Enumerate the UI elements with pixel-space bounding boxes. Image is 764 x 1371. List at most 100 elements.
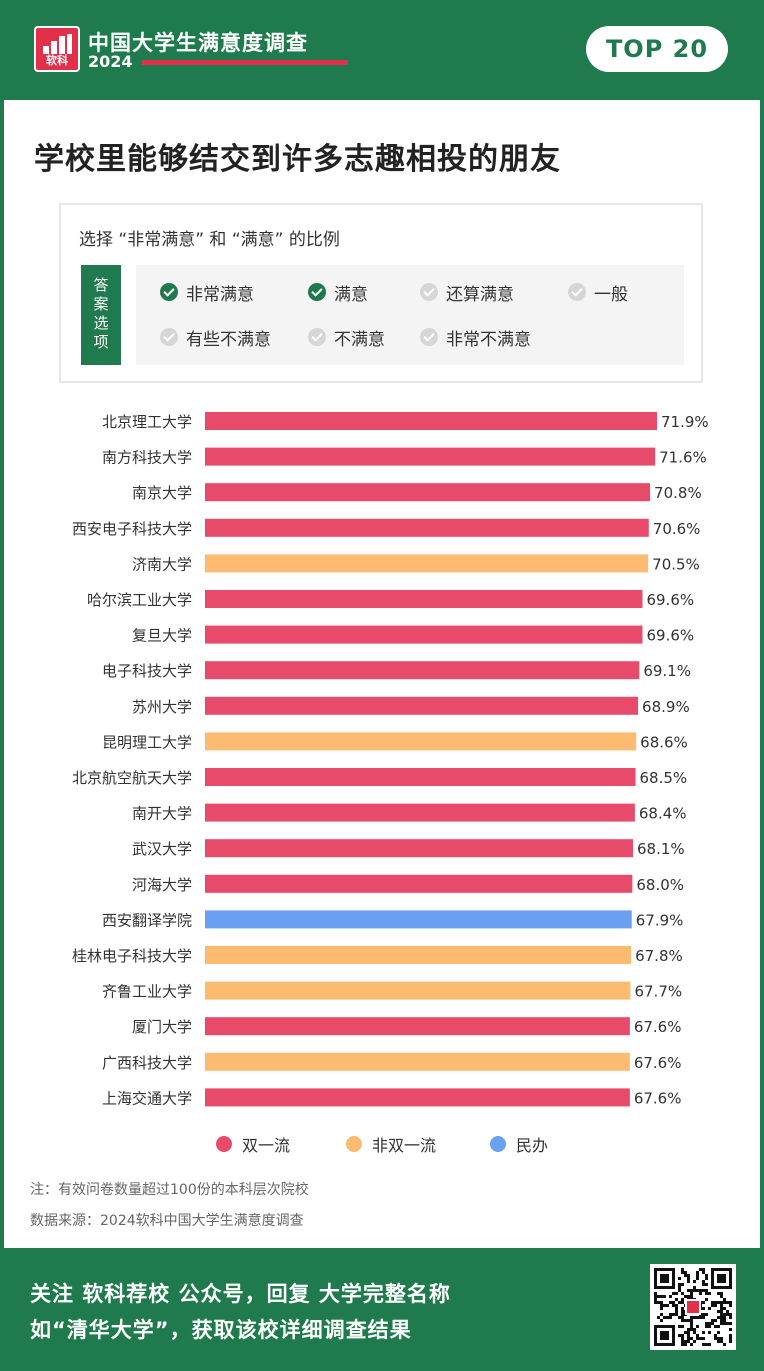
question-box: 选择 “非常满意” 和 “满意” 的比例 答案选项 非常满意 满意 还算满意 一般有些… xyxy=(59,203,703,383)
bar xyxy=(205,1088,630,1107)
value-label: 67.8% xyxy=(635,947,683,965)
bar xyxy=(205,839,633,858)
answer-options: 非常满意 满意 还算满意 一般有些不满意 不满意 非常不满意 xyxy=(136,265,684,365)
legend-dot xyxy=(346,1136,362,1152)
value-label: 67.6% xyxy=(634,1089,682,1107)
bar xyxy=(205,768,636,786)
header: 软科 中国大学生满意度调查 2024 TOP 20 xyxy=(0,0,764,100)
answer-option-label: 满意 xyxy=(334,284,368,305)
category-label: 武汉大学 xyxy=(132,840,192,858)
bar xyxy=(205,910,632,929)
content-panel: 学校里能够结交到许多志趣相投的朋友 选择 “非常满意” 和 “满意” 的比例 答… xyxy=(4,100,760,1248)
category-label: 苏州大学 xyxy=(132,698,192,716)
brand-underline xyxy=(142,60,348,65)
answer-option-label: 非常不满意 xyxy=(446,329,531,350)
value-label: 67.6% xyxy=(634,1054,682,1072)
value-label: 68.9% xyxy=(642,698,690,716)
value-label: 67.7% xyxy=(634,983,682,1001)
value-label: 70.8% xyxy=(654,484,702,502)
answer-options-tag-text: 答案选项 xyxy=(93,276,109,351)
qr-code[interactable] xyxy=(650,1264,736,1350)
bar xyxy=(205,590,643,608)
category-label: 昆明理工大学 xyxy=(102,733,192,751)
footer-line-1: 关注 软科荐校 公众号，回复 大学完整名称 xyxy=(30,1282,451,1306)
answer-option: 还算满意 xyxy=(420,280,514,305)
answer-option: 非常满意 xyxy=(160,280,254,305)
value-label: 69.6% xyxy=(646,627,694,645)
unchecked-icon xyxy=(308,328,326,346)
answer-options-tag: 答案选项 xyxy=(81,265,121,365)
brand-title: 中国大学生满意度调查 xyxy=(88,31,308,55)
answer-option-label: 不满意 xyxy=(334,329,385,350)
unchecked-icon xyxy=(420,328,438,346)
answer-option: 一般 xyxy=(568,280,628,305)
category-label: 南方科技大学 xyxy=(102,449,192,467)
category-label: 电子科技大学 xyxy=(102,662,192,680)
bar xyxy=(205,803,635,822)
logo-text: 软科 xyxy=(46,54,68,67)
category-label: 广西科技大学 xyxy=(102,1054,192,1072)
qr-code-icon xyxy=(654,1268,732,1346)
footer-line-2: 如“清华大学”，获取该校详细调查结果 xyxy=(30,1318,412,1342)
answer-option: 不满意 xyxy=(308,325,385,350)
bar xyxy=(205,412,657,430)
answer-option-label: 非常满意 xyxy=(186,284,254,305)
bar xyxy=(205,625,643,644)
category-label: 济南大学 xyxy=(132,555,192,573)
bar-chart: 北京理工大学 71.9% 南方科技大学 71.6% 南京大学 70.8% 西安电子科技大学 7… xyxy=(72,412,709,1107)
page-title: 学校里能够结交到许多志趣相投的朋友 xyxy=(34,142,561,177)
value-label: 68.0% xyxy=(636,876,684,894)
shanghai-ranking-logo: 软科 xyxy=(34,26,80,72)
answer-option-label: 有些不满意 xyxy=(186,329,271,350)
bar xyxy=(205,696,639,715)
category-label: 北京理工大学 xyxy=(102,413,192,431)
category-label: 南京大学 xyxy=(132,484,192,502)
sample-note: 注：有效问卷数量超过100份的本科层次院校 xyxy=(30,1182,309,1198)
legend-item-private: 民办 xyxy=(490,1132,548,1156)
category-label: 西安翻译学院 xyxy=(102,911,192,929)
brand-year: 2024 xyxy=(88,52,133,71)
legend-dot xyxy=(216,1136,232,1152)
bar xyxy=(205,946,632,964)
value-label: 69.6% xyxy=(646,591,694,609)
bar xyxy=(205,874,633,893)
category-label: 齐鲁工业大学 xyxy=(102,983,192,1001)
category-label: 南开大学 xyxy=(132,805,192,823)
value-label: 70.6% xyxy=(653,520,701,538)
value-label: 69.1% xyxy=(643,662,691,680)
bar xyxy=(205,447,656,466)
bar xyxy=(205,732,637,751)
bar xyxy=(205,554,649,573)
bar xyxy=(205,518,649,537)
bar-chart-logo-icon xyxy=(41,34,75,54)
bar xyxy=(205,483,651,502)
legend-item-double-first-class: 双一流 xyxy=(216,1132,290,1156)
value-label: 68.4% xyxy=(639,805,687,823)
answer-option-label: 还算满意 xyxy=(446,284,514,305)
data-source-note: 数据来源：2024软科中国大学生满意度调查 xyxy=(30,1213,304,1229)
bar xyxy=(205,1017,630,1036)
bar xyxy=(205,981,631,1000)
value-label: 70.5% xyxy=(652,555,700,573)
value-label: 68.5% xyxy=(640,769,688,787)
unchecked-icon xyxy=(160,328,178,346)
answer-option-label: 一般 xyxy=(594,284,628,305)
value-label: 68.6% xyxy=(640,733,688,751)
question-text: 选择 “非常满意” 和 “满意” 的比例 xyxy=(79,230,340,250)
legend-dot xyxy=(490,1136,506,1152)
unchecked-icon xyxy=(568,283,586,301)
value-label: 67.6% xyxy=(634,1018,682,1036)
legend-label: 民办 xyxy=(516,1136,549,1155)
top-badge: TOP 20 xyxy=(586,26,728,72)
value-label: 68.1% xyxy=(637,840,685,858)
category-label: 北京航空航天大学 xyxy=(72,769,192,787)
unchecked-icon xyxy=(420,283,438,301)
category-label: 上海交通大学 xyxy=(102,1089,192,1107)
legend-label: 双一流 xyxy=(242,1136,291,1155)
value-label: 67.9% xyxy=(636,911,684,929)
bar xyxy=(205,1052,630,1071)
checked-icon xyxy=(308,283,326,301)
answer-option: 有些不满意 xyxy=(160,325,271,350)
answer-option: 满意 xyxy=(308,280,368,305)
legend-label: 非双一流 xyxy=(372,1136,437,1155)
